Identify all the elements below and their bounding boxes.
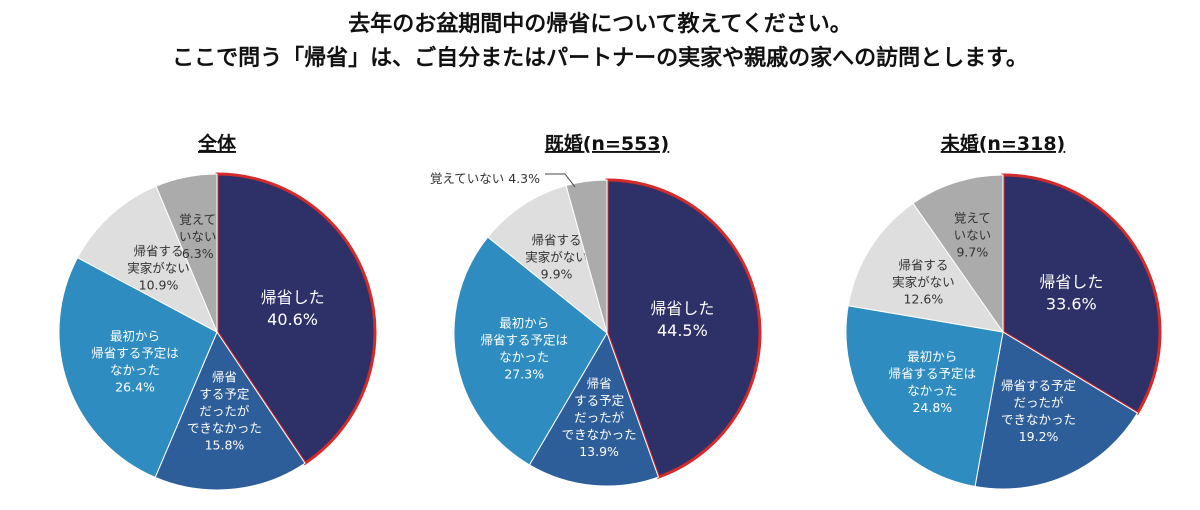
slice-label: 帰省する実家がない 10.9% [127, 244, 190, 293]
pie-slice [1001, 173, 1162, 416]
pie-slice [974, 331, 1139, 490]
pie-slice [487, 184, 608, 335]
slice-label: 帰省する予定だったができなかった 15.8% [187, 370, 262, 453]
pie-title: 未婚(n=318) [940, 132, 1065, 155]
pie-title: 全体 [197, 132, 237, 155]
pie-slice [453, 236, 608, 466]
slice-label: 最初から帰省する予定はなかった 27.3% [480, 316, 568, 382]
pie-slice [847, 202, 1005, 333]
slice-label: 覚えていない 4.3% [430, 171, 540, 186]
pie-slice [605, 178, 762, 480]
pie-slice [154, 330, 306, 491]
pie-slice [528, 331, 660, 487]
question-note: ここで問う「帰省」は、ご自分またはパートナーの実家や親戚の家への訪問とします。 [172, 46, 1028, 71]
slice-label: 最初から帰省する予定はなかった 26.4% [91, 328, 179, 394]
pie-slice [845, 305, 1004, 488]
pie-slice [58, 256, 218, 479]
pie-slice [76, 185, 219, 334]
question-title: 去年のお盆期間中の帰省について教えてください。 [348, 12, 852, 37]
slice-label: 帰省する予定だったができなかった 13.9% [562, 376, 637, 459]
slice-label: 帰省した 33.6% [1039, 272, 1103, 313]
slice-label: 覚えていない 9.7% [954, 211, 992, 260]
leader-line [545, 173, 576, 188]
slice-label: 帰省した 44.5% [650, 299, 714, 340]
slice-label: 帰省した 40.6% [261, 288, 325, 329]
pie-slice [565, 179, 608, 334]
slice-label: 覚えていない 6.3% [179, 212, 217, 261]
pie-slice [912, 174, 1004, 334]
slice-label: 帰省する実家がない 9.9% [525, 232, 588, 281]
slice-label: 最初から帰省する予定はなかった 24.8% [889, 349, 977, 415]
pie-slice [155, 173, 218, 333]
pie-slice [215, 172, 377, 466]
slice-label: 帰省する予定だったができなかった 19.2% [1001, 378, 1076, 444]
pie-title: 既婚(n=553) [545, 132, 669, 155]
slice-label: 帰省する実家がない 12.6% [892, 258, 955, 307]
